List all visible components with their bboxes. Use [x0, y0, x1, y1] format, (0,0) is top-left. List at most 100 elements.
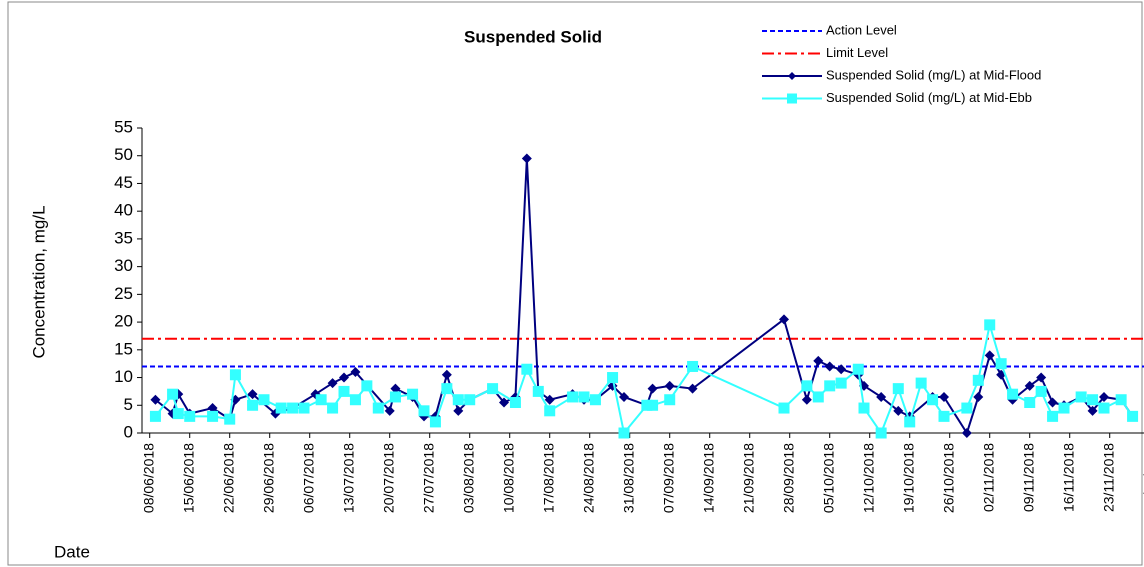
data-point	[647, 399, 659, 411]
data-point	[664, 394, 676, 406]
x-tick-label: 15/06/2018	[180, 443, 196, 513]
data-point	[349, 394, 361, 406]
data-point	[150, 394, 161, 405]
data-point	[1087, 405, 1098, 416]
data-point	[287, 402, 299, 414]
data-point	[687, 383, 698, 394]
legend-label: Suspended Solid (mg/L) at Mid-Flood	[826, 67, 1041, 82]
data-point	[389, 391, 401, 403]
data-point	[984, 319, 996, 331]
y-axis-title: Concentration, mg/L	[29, 205, 48, 358]
y-tick-label: 10	[114, 367, 133, 386]
data-point	[778, 402, 790, 414]
x-tick-label: 09/11/2018	[1020, 443, 1036, 512]
x-tick-label: 06/07/2018	[300, 443, 316, 513]
y-tick-label: 20	[114, 312, 133, 331]
data-point	[184, 410, 196, 422]
y-tick-label: 5	[124, 395, 133, 414]
data-point	[984, 350, 995, 361]
series	[149, 319, 1139, 439]
data-point	[1036, 372, 1047, 383]
data-point	[1075, 391, 1087, 403]
data-point	[824, 361, 835, 372]
y-tick-label: 0	[124, 422, 133, 441]
y-tick-label: 30	[114, 256, 133, 275]
data-point	[1024, 380, 1035, 391]
data-point	[578, 391, 590, 403]
data-point	[904, 416, 916, 428]
data-point	[779, 314, 789, 325]
x-tick-label: 02/11/2018	[980, 443, 996, 512]
data-point	[973, 391, 984, 402]
data-point	[418, 405, 430, 417]
y-tick-label: 15	[114, 339, 133, 358]
data-point	[589, 394, 601, 406]
chart-frame	[7, 1, 1143, 566]
data-point	[224, 413, 236, 425]
data-point	[207, 403, 218, 414]
data-point	[927, 394, 939, 406]
x-tick-label: 31/08/2018	[620, 443, 636, 513]
data-point	[939, 391, 949, 402]
data-point	[275, 402, 287, 414]
data-point	[464, 394, 476, 406]
data-point	[619, 391, 629, 402]
data-point	[972, 374, 984, 386]
data-point	[852, 363, 864, 375]
data-point	[892, 383, 904, 395]
data-point	[938, 410, 950, 422]
data-point	[350, 367, 361, 377]
data-point	[961, 428, 972, 438]
data-point	[247, 399, 259, 411]
data-point	[452, 394, 464, 406]
x-tick-label: 19/10/2018	[900, 443, 916, 513]
data-point	[532, 385, 544, 397]
x-tick-label: 16/11/2018	[1060, 443, 1076, 512]
x-tick-label: 05/10/2018	[820, 443, 836, 513]
data-point	[372, 402, 384, 414]
data-point	[801, 380, 813, 392]
data-point	[858, 402, 870, 414]
data-point	[1115, 394, 1127, 406]
data-point	[961, 402, 973, 414]
y-tick-label: 45	[114, 173, 133, 192]
data-point	[407, 388, 419, 400]
data-point	[338, 385, 350, 397]
data-point	[1099, 391, 1109, 402]
x-tick-label: 08/06/2018	[140, 443, 156, 513]
data-point	[812, 391, 824, 403]
data-point	[567, 391, 579, 403]
legend-marker	[788, 72, 796, 80]
data-point	[509, 397, 521, 408]
data-point	[207, 410, 219, 422]
data-point	[149, 410, 161, 422]
x-tick-label: 24/08/2018	[580, 443, 596, 513]
data-point	[1098, 402, 1110, 414]
data-point	[824, 380, 836, 392]
data-point	[607, 372, 619, 384]
data-point	[298, 402, 310, 414]
data-point	[813, 355, 824, 366]
legend-label: Limit Level	[826, 45, 888, 60]
x-tick-label: 22/06/2018	[220, 443, 236, 513]
x-tick-label: 10/08/2018	[500, 443, 516, 513]
data-point	[499, 397, 509, 408]
data-point	[339, 372, 349, 383]
data-point	[876, 391, 887, 402]
data-point	[172, 408, 184, 420]
data-point	[1035, 385, 1047, 397]
data-point	[893, 405, 904, 416]
data-point	[1087, 394, 1099, 406]
legend-label: Suspended Solid (mg/L) at Mid-Ebb	[826, 90, 1032, 105]
data-point	[1127, 410, 1139, 422]
data-point	[453, 405, 464, 416]
x-tick-label: 29/06/2018	[260, 443, 276, 513]
data-point	[1047, 410, 1059, 422]
x-tick-label: 26/10/2018	[940, 443, 956, 513]
y-tick-label: 35	[114, 228, 133, 247]
data-point	[835, 377, 847, 389]
data-point	[687, 360, 699, 372]
x-tick-label: 27/07/2018	[420, 443, 436, 513]
x-tick-label: 28/09/2018	[780, 443, 796, 513]
data-point	[521, 153, 532, 164]
